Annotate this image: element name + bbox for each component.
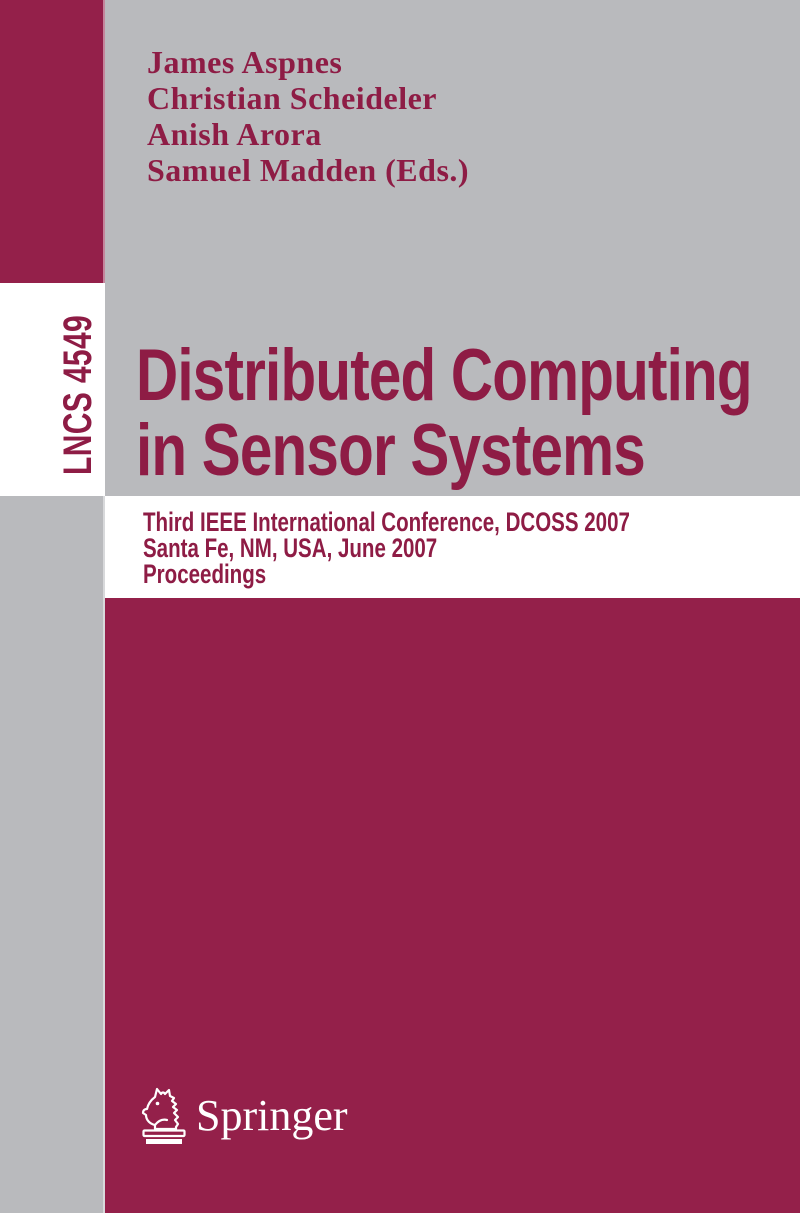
author-line: Samuel Madden (Eds.) [147,152,470,188]
spine-divider-line [103,0,105,1213]
spine-white-panel [0,283,105,496]
author-line: Anish Arora [147,116,322,152]
author-block: James Aspnes Christian Scheideler Anish … [147,44,469,188]
author-line: James Aspnes [147,44,343,80]
top-gray-panel [105,0,800,496]
subtitle-block: Third IEEE International Conference, DCO… [143,507,784,589]
spine-gray-column [0,496,105,1213]
spine-maroon-block [0,0,105,283]
book-title-line: in Sensor Systems [136,410,646,491]
book-title: Distributed Computing in Sensor Systems [136,338,800,488]
author-line: Christian Scheideler [147,80,437,116]
subtitle-line: Santa Fe, NM, USA, June 2007 [143,533,438,563]
bottom-maroon-band [105,598,800,1213]
book-title-line: Distributed Computing [136,335,753,416]
springer-horse-icon [141,1087,186,1144]
subtitle-line: Proceedings [143,559,267,589]
subtitle-line: Third IEEE International Conference, DCO… [143,507,630,537]
springer-wordmark: Springer [196,1091,348,1140]
series-label-lncs: LNCS 4549 [56,314,100,475]
subtitle-white-band [105,496,800,598]
